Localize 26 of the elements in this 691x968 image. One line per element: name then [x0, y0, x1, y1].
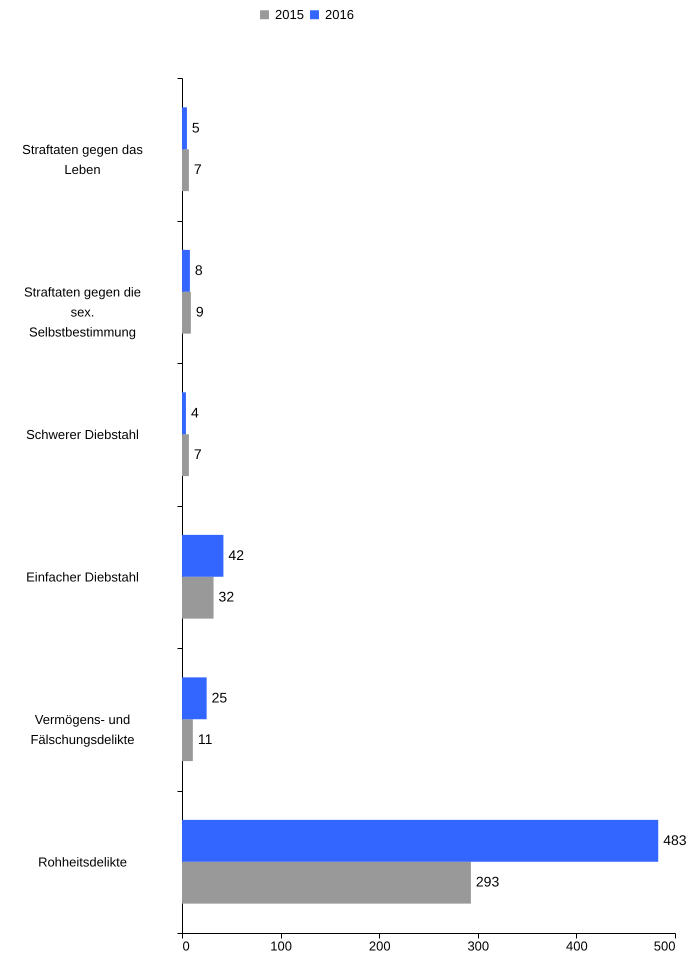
x-tick-label: 100: [270, 938, 292, 954]
data-label: 483: [663, 832, 687, 848]
data-label: 5: [192, 119, 200, 136]
y-tick-label: Schwerer Diebstahl: [26, 426, 139, 442]
y-tick-label: Straftaten gegen das Leben: [22, 142, 144, 177]
data-label: 25: [212, 689, 228, 706]
data-label: 32: [218, 588, 234, 605]
x-tick-label: 0: [182, 938, 190, 954]
x-tick-label: 200: [368, 938, 391, 954]
data-label: 8: [194, 262, 203, 278]
y-tick-label: Einfacher Diebstahl: [26, 569, 139, 584]
x-tick-label: 500: [654, 938, 676, 954]
data-label: 42: [228, 546, 244, 563]
legend-label: 2016: [325, 6, 354, 22]
x-tick-label: 400: [566, 938, 588, 954]
data-label: 293: [476, 874, 500, 890]
y-tick-label: Straftaten gegen die sex. Selbstbestimmung: [24, 284, 142, 340]
data-label: 7: [194, 446, 202, 462]
data-label: 4: [190, 404, 199, 420]
y-tick-label: Vermögens- und Fälschungsdelikte: [30, 712, 135, 747]
data-label: 9: [196, 304, 204, 320]
data-label: 11: [198, 731, 213, 748]
legend-label: 2015: [275, 6, 304, 22]
x-tick-label: 300: [467, 938, 490, 954]
data-label: 7: [194, 161, 202, 178]
y-tick-label: Rohheitsdelikte: [38, 854, 127, 870]
